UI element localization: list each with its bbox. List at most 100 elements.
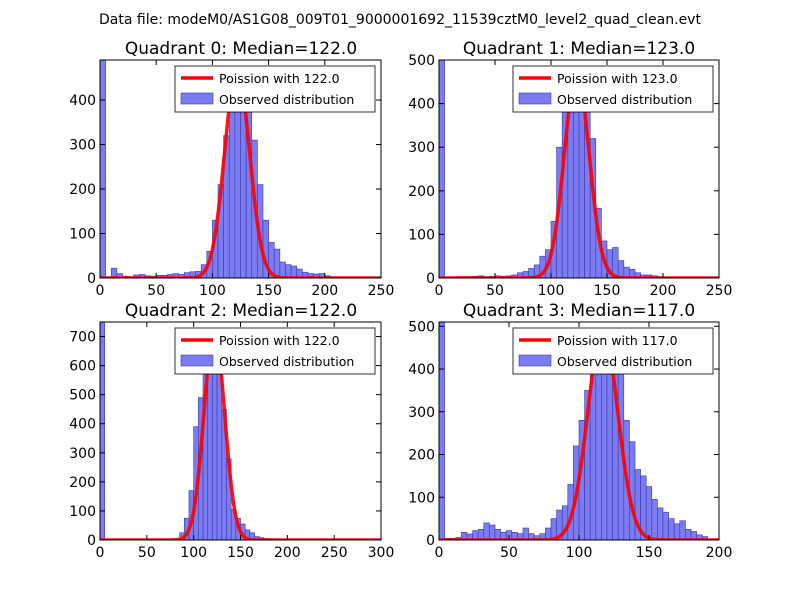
y-tick-label: 0 xyxy=(426,533,435,549)
x-tick-label: 0 xyxy=(96,283,105,299)
histogram-bar xyxy=(439,322,445,540)
y-tick-label: 400 xyxy=(69,93,96,109)
legend-line-label: Poission with 123.0 xyxy=(557,71,678,86)
legend: Poission with 122.0 Observed distributio… xyxy=(174,65,376,113)
poisson-curve xyxy=(100,328,381,540)
x-tick-label: 300 xyxy=(368,545,395,561)
legend: Poission with 123.0 Observed distributio… xyxy=(512,65,714,113)
histogram-bar xyxy=(673,523,681,540)
histogram-bar xyxy=(617,260,625,278)
y-tick-label: 200 xyxy=(408,184,435,200)
histogram-bar xyxy=(668,518,675,540)
axes-frame xyxy=(438,59,720,279)
x-tick-label: 50 xyxy=(500,545,518,561)
legend-box xyxy=(512,65,714,113)
panel-title: Quadrant 3: Median=117.0 xyxy=(463,301,695,321)
legend-box xyxy=(174,65,376,113)
y-tick-label: 500 xyxy=(408,53,435,69)
y-tick-label: 300 xyxy=(69,138,96,154)
legend-bar-swatch xyxy=(180,92,214,105)
histogram-bar xyxy=(679,520,686,540)
x-tick-label: 200 xyxy=(650,283,677,299)
x-axis: 0 50 100 150 200 250 300 xyxy=(96,322,395,561)
y-tick-label: 100 xyxy=(69,227,96,243)
x-axis: 0 50 100 150 200 250 xyxy=(96,60,394,299)
x-tick-label: 200 xyxy=(274,545,301,561)
histogram-bar xyxy=(110,267,118,278)
y-tick-label: 600 xyxy=(69,359,96,375)
x-tick-label: 250 xyxy=(706,283,733,299)
x-axis: 0 50 100 150 200 xyxy=(435,322,732,561)
legend-box xyxy=(512,327,714,375)
x-axis: 0 50 100 150 200 250 xyxy=(435,60,733,299)
panel-quadrant-3: Quadrant 3: Median=117.0 Poission with 1… xyxy=(408,301,732,561)
y-tick-label: 100 xyxy=(408,227,435,243)
x-tick-label: 150 xyxy=(255,283,282,299)
x-tick-label: 50 xyxy=(486,283,504,299)
axes-frame xyxy=(99,59,382,279)
histogram-bar xyxy=(595,351,602,540)
legend-line-label: Poission with 117.0 xyxy=(557,333,678,348)
x-tick-label: 0 xyxy=(435,283,444,299)
y-tick-label: 0 xyxy=(87,271,96,287)
histogram-bar xyxy=(662,511,669,540)
y-tick-label: 500 xyxy=(69,388,96,404)
legend-line-label: Poission with 122.0 xyxy=(219,71,340,86)
panel-quadrant-2: Quadrant 2: Median=122.0 Poission with 1… xyxy=(69,301,394,561)
y-tick-label: 100 xyxy=(408,490,435,506)
histogram-bar xyxy=(279,261,286,278)
plot-area xyxy=(439,322,719,540)
y-tick-label: 500 xyxy=(408,319,435,335)
y-axis: 0 100 200 300 400 500 xyxy=(408,319,719,549)
y-tick-label: 300 xyxy=(408,405,435,421)
histogram-bar xyxy=(645,486,653,540)
x-tick-label: 250 xyxy=(321,545,348,561)
legend-bar-swatch xyxy=(518,92,552,105)
histogram-bar xyxy=(589,375,597,540)
x-tick-label: 100 xyxy=(538,283,565,299)
panel-title: Quadrant 0: Median=122.0 xyxy=(125,39,357,59)
y-tick-label: 100 xyxy=(69,504,96,520)
y-tick-label: 200 xyxy=(69,475,96,491)
histogram-bar xyxy=(657,507,664,540)
x-tick-label: 150 xyxy=(636,545,663,561)
y-tick-label: 400 xyxy=(408,97,435,113)
y-tick-label: 200 xyxy=(408,448,435,464)
y-tick-label: 700 xyxy=(69,330,96,346)
y-tick-label: 200 xyxy=(69,182,96,198)
figure-suptitle: Data file: modeM0/AS1G08_009T01_90000016… xyxy=(99,12,701,28)
y-tick-label: 300 xyxy=(408,140,435,156)
y-tick-label: 300 xyxy=(69,446,96,462)
x-tick-label: 100 xyxy=(180,545,207,561)
legend-bar-label: Observed distribution xyxy=(219,92,354,107)
y-tick-label: 0 xyxy=(87,533,96,549)
x-tick-label: 0 xyxy=(96,545,105,561)
x-tick-label: 50 xyxy=(138,545,156,561)
histogram-bar xyxy=(285,264,292,278)
y-tick-label: 400 xyxy=(69,417,96,433)
y-tick-label: 400 xyxy=(408,362,435,378)
legend: Poission with 117.0 Observed distributio… xyxy=(512,327,714,375)
legend-bar-label: Observed distribution xyxy=(557,354,692,369)
y-tick-label: 0 xyxy=(426,271,435,287)
legend-bar-label: Observed distribution xyxy=(219,354,354,369)
poisson-curve xyxy=(439,328,719,540)
panel-quadrant-0: Quadrant 0: Median=122.0 Poission with 1… xyxy=(69,39,394,299)
histogram-bar xyxy=(522,527,529,540)
y-axis: 0 100 200 300 400 xyxy=(69,93,381,287)
histogram-bar xyxy=(489,524,496,540)
legend-bar-swatch xyxy=(518,354,552,367)
y-axis: 0 100 200 300 400 500 600 700 xyxy=(69,330,381,549)
histogram-bar xyxy=(216,371,223,540)
histogram-bar xyxy=(651,499,658,540)
x-tick-label: 50 xyxy=(147,283,165,299)
y-axis: 0 100 200 300 400 500 xyxy=(408,53,719,287)
legend-bar-label: Observed distribution xyxy=(557,92,692,107)
panel-quadrant-1: Quadrant 1: Median=123.0 Poission with 1… xyxy=(408,39,732,299)
panel-title: Quadrant 1: Median=123.0 xyxy=(463,39,695,59)
histogram-bar xyxy=(228,93,236,278)
histogram-bar xyxy=(100,60,106,278)
x-tick-label: 200 xyxy=(311,283,338,299)
histogram-bar xyxy=(483,522,490,540)
